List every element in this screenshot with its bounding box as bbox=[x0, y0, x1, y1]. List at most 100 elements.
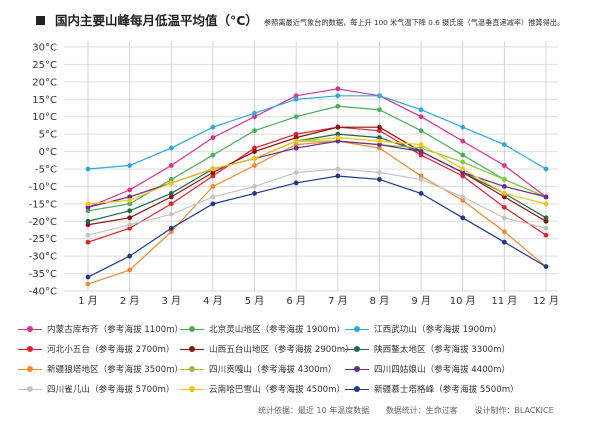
x-tick-label: 7 月 bbox=[328, 295, 348, 307]
legend-swatch-icon bbox=[18, 384, 42, 394]
data-point bbox=[335, 124, 341, 130]
data-point bbox=[168, 211, 174, 217]
data-point bbox=[460, 170, 466, 175]
legend-label: 新疆慕士塔格峰（参考海拔 5500m） bbox=[374, 385, 519, 395]
series-10 bbox=[85, 135, 549, 207]
data-point bbox=[168, 201, 174, 207]
data-point bbox=[127, 215, 133, 221]
y-tick-label: 0°C bbox=[39, 147, 57, 158]
data-point bbox=[501, 184, 507, 189]
data-point bbox=[168, 177, 174, 182]
data-point bbox=[127, 197, 133, 203]
y-tick-label: 20°C bbox=[32, 77, 57, 88]
legend-item: 新疆狼塔地区（参考海拔 3500m） bbox=[18, 363, 183, 375]
data-point bbox=[85, 274, 91, 280]
data-point bbox=[501, 204, 507, 210]
data-point bbox=[127, 163, 133, 168]
y-tick-label: -35°C bbox=[29, 269, 57, 280]
data-point bbox=[293, 145, 299, 151]
data-point bbox=[543, 218, 549, 224]
series-line bbox=[87, 133, 547, 222]
data-point bbox=[460, 197, 466, 203]
legend-item: 河北小五台（参考海拔 2700m） bbox=[18, 343, 175, 355]
data-point bbox=[293, 170, 299, 175]
data-point bbox=[210, 201, 216, 207]
data-point bbox=[377, 177, 382, 182]
data-point bbox=[543, 201, 549, 207]
x-tick-label: 10 月 bbox=[450, 295, 476, 307]
data-point bbox=[543, 264, 549, 269]
series-line bbox=[87, 88, 547, 208]
footer-design: 设计制作：BLACKICE bbox=[474, 406, 554, 415]
data-point bbox=[418, 177, 424, 182]
x-tick-label: 6 月 bbox=[286, 295, 306, 307]
data-point bbox=[377, 124, 382, 130]
data-point bbox=[418, 191, 424, 196]
data-point bbox=[85, 201, 91, 207]
series-7 bbox=[85, 138, 549, 210]
data-point bbox=[501, 239, 507, 245]
legend-item: 云南哈巴雪山（参考海拔 4500m） bbox=[180, 383, 345, 395]
data-point bbox=[127, 267, 133, 273]
y-tick-label: -20°C bbox=[29, 217, 57, 228]
x-tick-label: 9 月 bbox=[411, 295, 431, 307]
data-point bbox=[335, 103, 341, 109]
data-point bbox=[501, 191, 507, 196]
series-line bbox=[87, 126, 547, 226]
data-point bbox=[335, 138, 341, 144]
data-point bbox=[460, 194, 466, 200]
legend-item: 陕西鳌太地区（参考海拔 3300m） bbox=[345, 343, 510, 355]
chart-title: 国内主要山峰每月低温平均值（°C） 参照离最近气象台的数据，每上升 100 米气… bbox=[36, 10, 564, 29]
footer: 统计依据：最近 10 年温度数据 数据统计：生命过客 设计制作：BLACKICE bbox=[258, 405, 568, 416]
data-point bbox=[460, 152, 466, 158]
data-point bbox=[335, 135, 341, 141]
legend-label: 四川贡嘎山（参考海拔 4300m） bbox=[209, 365, 337, 375]
data-point bbox=[543, 232, 549, 238]
series-8 bbox=[85, 138, 549, 210]
data-point bbox=[335, 86, 341, 92]
legend-label: 四川四姑娘山（参考海拔 4400m） bbox=[374, 365, 511, 375]
data-point bbox=[210, 124, 216, 130]
data-point bbox=[210, 135, 216, 141]
y-tick-label: 15°C bbox=[32, 95, 57, 106]
y-tick-label: -40°C bbox=[29, 287, 57, 298]
data-point bbox=[210, 194, 216, 200]
legend-label: 云南哈巴雪山（参考海拔 4500m） bbox=[209, 385, 346, 395]
data-point bbox=[252, 156, 257, 161]
data-point bbox=[252, 110, 257, 116]
legend-label: 内蒙古库布齐（参考海拔 1100m） bbox=[47, 325, 184, 335]
series-3 bbox=[85, 124, 549, 245]
legend-swatch-icon bbox=[180, 324, 204, 334]
legend-item: 四川雀儿山（参考海拔 5700m） bbox=[18, 383, 175, 395]
legend-swatch-icon bbox=[180, 364, 204, 374]
data-point bbox=[418, 145, 424, 151]
legend-swatch-icon bbox=[18, 344, 42, 354]
data-point bbox=[418, 107, 424, 113]
y-tick-label: -10°C bbox=[29, 182, 57, 193]
data-point bbox=[418, 142, 424, 148]
data-point bbox=[293, 138, 299, 144]
data-point bbox=[501, 142, 507, 148]
legend-swatch-icon bbox=[18, 364, 42, 374]
x-tick-label: 4 月 bbox=[203, 295, 223, 307]
data-point bbox=[168, 194, 174, 200]
title-main: 国内主要山峰每月低温平均值（°C） bbox=[55, 13, 258, 28]
data-point bbox=[460, 166, 466, 172]
data-point bbox=[85, 281, 91, 287]
data-point bbox=[377, 128, 382, 134]
data-point bbox=[293, 93, 299, 99]
data-point bbox=[85, 208, 91, 214]
footer-source: 统计依据：最近 10 年温度数据 bbox=[258, 406, 370, 415]
series-line bbox=[87, 105, 547, 212]
data-point bbox=[85, 239, 91, 245]
data-point bbox=[460, 173, 466, 179]
data-point bbox=[377, 93, 382, 99]
legend-item: 江西武功山（参考海拔 1900m） bbox=[345, 323, 502, 335]
data-point bbox=[85, 232, 91, 238]
x-tick-label: 1 月 bbox=[78, 295, 98, 307]
legend-item: 北京灵山地区（参考海拔 1900m） bbox=[180, 323, 345, 335]
data-point bbox=[418, 128, 424, 134]
legend-swatch-icon bbox=[18, 324, 42, 334]
y-tick-label: -15°C bbox=[29, 199, 57, 210]
series-line bbox=[87, 137, 547, 205]
